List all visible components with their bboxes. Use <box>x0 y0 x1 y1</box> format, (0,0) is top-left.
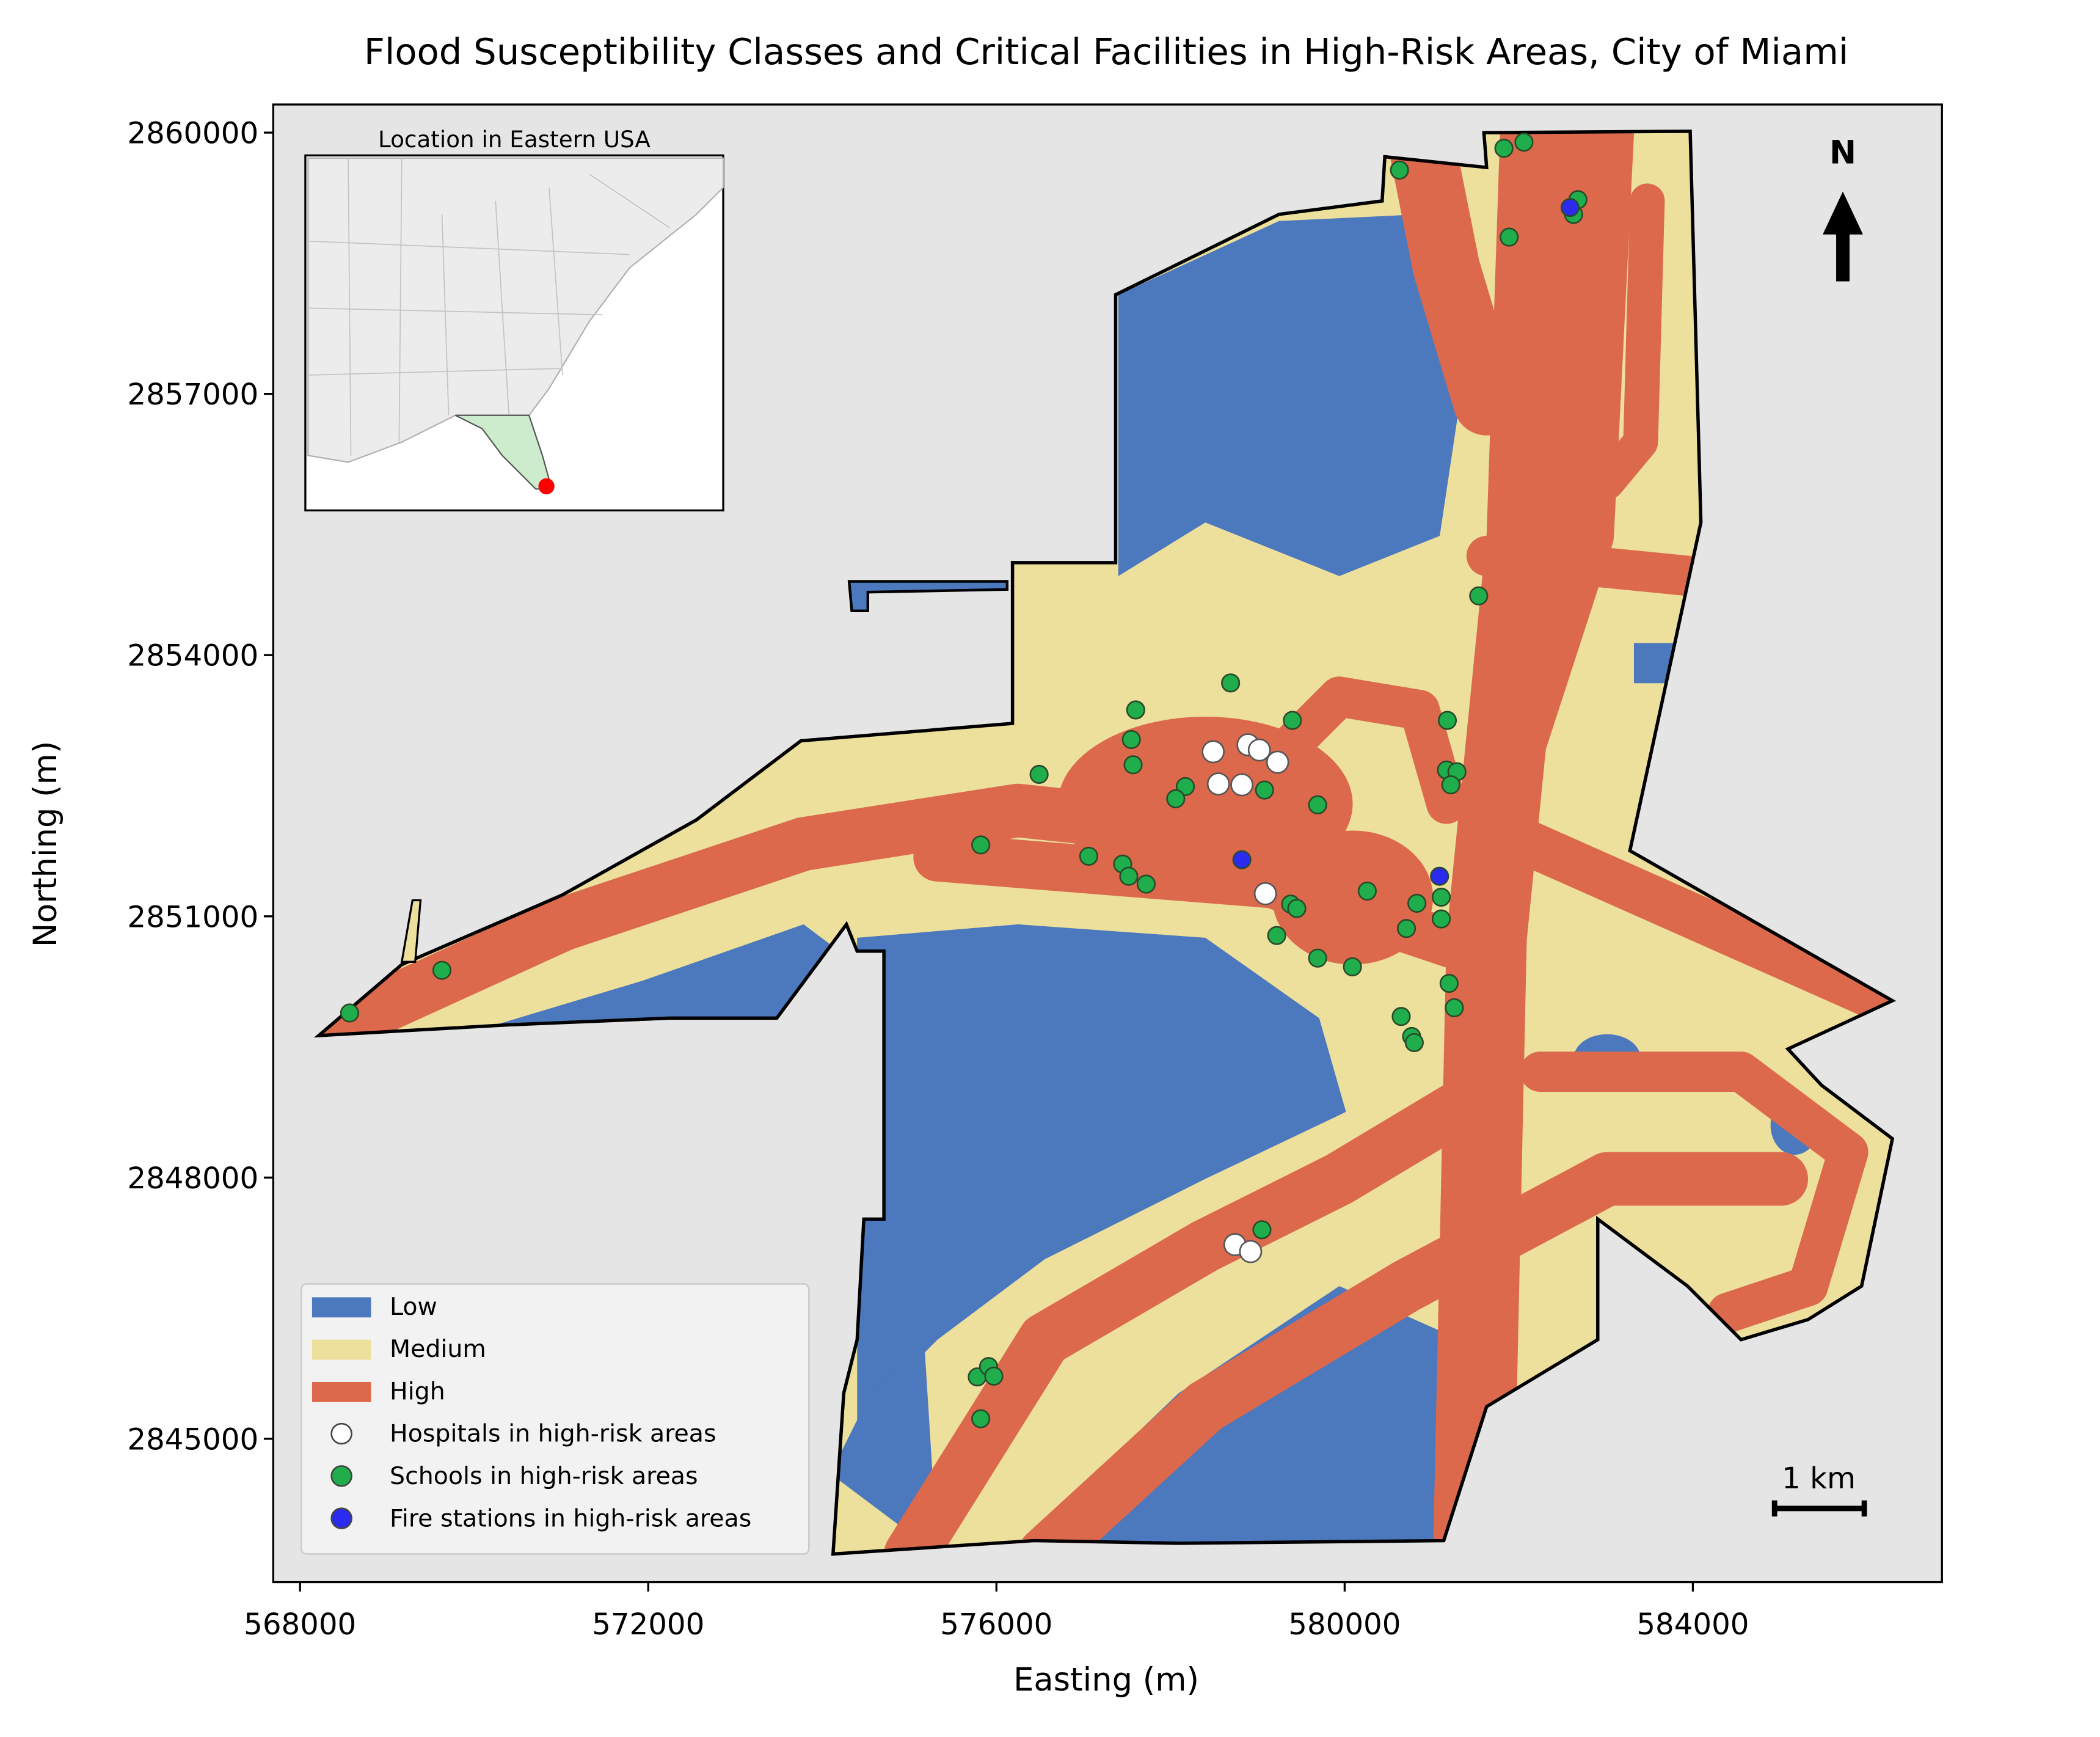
y-tick-label: 2857000 <box>127 378 258 412</box>
facility-point <box>1500 227 1519 247</box>
facility-point <box>1430 866 1449 886</box>
legend-label: High <box>390 1377 445 1405</box>
legend-box <box>301 1283 810 1555</box>
facility-point <box>432 960 452 980</box>
legend-label: Schools in high-risk areas <box>390 1462 698 1490</box>
facility-point <box>971 835 991 855</box>
facility-point <box>1253 882 1277 905</box>
facility-point <box>1255 780 1274 800</box>
y-tick-label: 2845000 <box>127 1422 258 1457</box>
x-axis-label: Easting (m) <box>1013 1661 1199 1699</box>
y-tick-label: 2851000 <box>127 900 258 934</box>
facility-point <box>1201 740 1225 764</box>
facility-point <box>1407 893 1427 913</box>
facility-point <box>1469 586 1489 605</box>
inset-title: Location in Eastern USA <box>378 126 651 153</box>
facility-point <box>1431 887 1451 907</box>
facility-point <box>1123 755 1143 775</box>
facility-point <box>1029 764 1049 784</box>
facility-point <box>1136 874 1156 894</box>
facility-point <box>1221 673 1241 693</box>
facilities <box>340 133 1588 1428</box>
inset: Location in Eastern USA <box>304 126 724 512</box>
facility-point <box>1283 711 1302 730</box>
facility-point <box>1079 846 1098 866</box>
legend-label: Medium <box>390 1335 486 1363</box>
facility-point <box>1308 948 1327 968</box>
facility-point <box>1514 133 1534 152</box>
inset-location <box>538 478 555 495</box>
axes: 568000 572000 576000 580000 584000 2845000 284… <box>127 117 1749 1642</box>
plot-frame <box>272 103 1943 1584</box>
scale-label: 1 km <box>1782 1461 1856 1496</box>
facility-point <box>1119 866 1139 886</box>
facility-point <box>1266 750 1289 774</box>
chart-title: Flood Susceptibility Classes and Critica… <box>364 31 1848 73</box>
facility-point <box>1560 198 1580 218</box>
facility-point <box>1439 973 1459 993</box>
legend-marker <box>330 1507 352 1529</box>
facility-point <box>1206 772 1230 796</box>
facility-point <box>1441 775 1460 795</box>
y-tick-label: 2848000 <box>127 1161 258 1196</box>
facility-point <box>1267 926 1286 945</box>
facility-point <box>984 1366 1004 1386</box>
facility-point <box>1166 789 1186 808</box>
inset-land <box>307 157 724 463</box>
inlet <box>847 580 1009 613</box>
facility-point <box>1445 998 1464 1018</box>
facility-point <box>1404 1033 1424 1053</box>
y-axis-label: Northing (m) <box>27 741 64 948</box>
x-tick-label: 584000 <box>1636 1607 1749 1642</box>
facility-point <box>1247 738 1271 762</box>
facility-point <box>1252 1220 1272 1240</box>
legend-patch <box>312 1297 371 1318</box>
x-tick-label: 576000 <box>940 1607 1052 1642</box>
north-label: N <box>1829 134 1856 172</box>
facility-point <box>1437 711 1457 730</box>
legend: Low Medium High Hospitals in high-risk area… <box>301 1283 810 1555</box>
facility-point <box>1287 899 1307 918</box>
legend-patch <box>312 1339 371 1360</box>
facility-point <box>1390 160 1409 180</box>
legend-label: Low <box>390 1293 437 1321</box>
facility-point <box>1232 850 1252 869</box>
legend-label: Fire stations in high-risk areas <box>390 1504 751 1532</box>
facility-point <box>1431 909 1451 929</box>
inset-state-lines <box>308 158 670 456</box>
x-tick-label: 572000 <box>592 1607 704 1642</box>
facility-point <box>1494 139 1514 158</box>
pier <box>400 899 422 963</box>
x-tick-label: 568000 <box>244 1607 356 1642</box>
north-arrow <box>1823 191 1863 282</box>
legend-patch <box>312 1381 371 1402</box>
y-tick-label: 2860000 <box>127 117 258 151</box>
facility-point <box>1126 700 1145 720</box>
x-tick-label: 580000 <box>1288 1607 1401 1642</box>
legend-marker <box>330 1422 352 1445</box>
facility-point <box>1308 795 1327 814</box>
facility-point <box>1396 919 1416 938</box>
legend-label: Hospitals in high-risk areas <box>390 1420 716 1448</box>
facility-point <box>1239 1240 1263 1263</box>
facility-point <box>1357 881 1377 901</box>
facility-point <box>1391 1007 1411 1026</box>
legend-marker <box>330 1465 352 1487</box>
facility-point <box>971 1409 991 1428</box>
facility-point <box>1121 730 1141 750</box>
facility-point <box>1343 957 1362 977</box>
facility-point <box>1230 773 1254 797</box>
scale-bar <box>1771 1500 1867 1517</box>
y-tick-label: 2854000 <box>127 639 258 673</box>
facility-point <box>340 1003 359 1023</box>
